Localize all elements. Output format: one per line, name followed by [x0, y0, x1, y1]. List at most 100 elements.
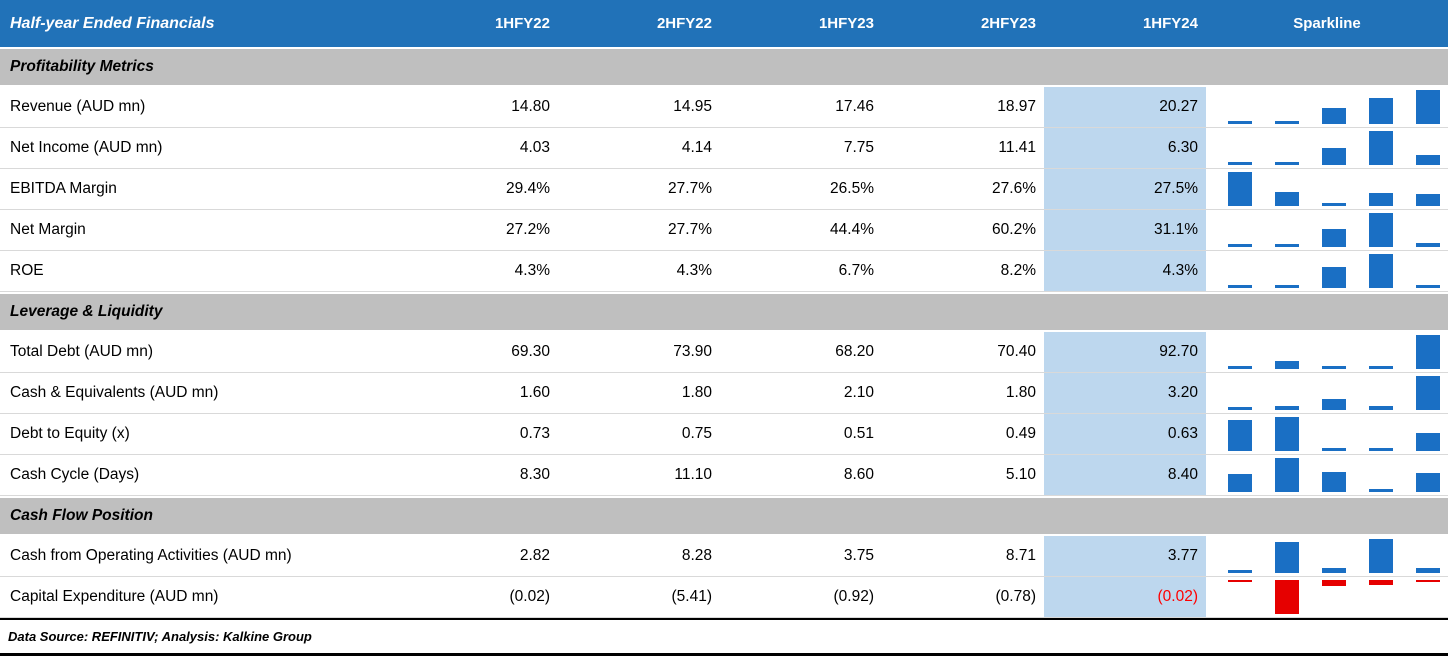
- value-1hfy23: 6.7%: [838, 262, 874, 279]
- sparkline-bars: [1228, 213, 1440, 247]
- value-2hfy23: (0.78): [995, 588, 1037, 605]
- sparkline-bar: [1369, 489, 1393, 492]
- sparkline-bar: [1275, 244, 1299, 247]
- sparkline-bar: [1228, 407, 1252, 410]
- value-2hfy22: 27.7%: [668, 221, 712, 238]
- sparkline-bar: [1369, 405, 1393, 410]
- sparkline-bars: [1228, 172, 1440, 206]
- sparkline-bar: [1369, 580, 1393, 585]
- sparkline-bar: [1228, 570, 1252, 573]
- sparkline-bar: [1416, 335, 1440, 369]
- value-2hfy23: 1.80: [1005, 384, 1036, 401]
- value-1hfy23: 17.46: [835, 98, 874, 115]
- sparkline: [1206, 577, 1448, 617]
- value-1hfy23: 2.10: [843, 384, 874, 401]
- metric-label: Cash & Equivalents (AUD mn): [10, 384, 219, 401]
- value-1hfy24: 3.20: [1044, 373, 1206, 413]
- value-1hfy24: 0.63: [1044, 414, 1206, 454]
- value-1hfy23: 7.75: [843, 139, 874, 156]
- metric-label: Cash from Operating Activities (AUD mn): [10, 547, 292, 564]
- col-header-1hfy22: 1HFY22: [494, 15, 550, 32]
- sparkline: [1206, 128, 1448, 168]
- sparkline-bar: [1322, 229, 1346, 247]
- sparkline-bar: [1322, 107, 1346, 124]
- sparkline-bar: [1228, 285, 1252, 288]
- sparkline-bars: [1228, 90, 1440, 124]
- metric-label: Capital Expenditure (AUD mn): [10, 588, 219, 605]
- value-1hfy22: 27.2%: [506, 221, 550, 238]
- value-2hfy22: 4.3%: [676, 262, 712, 279]
- table-row-cash-cycle-days: Cash Cycle (Days) 8.30 11.10 8.60 5.10 8.40: [0, 455, 1448, 496]
- value-2hfy22: 8.28: [681, 547, 712, 564]
- col-header-2hfy22: 2HFY22: [656, 15, 712, 32]
- sparkline-bar: [1416, 432, 1440, 451]
- sparkline-bar: [1275, 580, 1299, 614]
- sparkline: [1206, 251, 1448, 291]
- value-1hfy22: 4.3%: [514, 262, 550, 279]
- sparkline-bar: [1228, 121, 1252, 124]
- value-1hfy24: 20.27: [1044, 87, 1206, 127]
- section-title: Leverage & Liquidity: [10, 303, 163, 320]
- sparkline: [1206, 332, 1448, 372]
- sparkline-bar: [1416, 567, 1440, 573]
- sparkline-bar: [1275, 285, 1299, 288]
- metric-label: Revenue (AUD mn): [10, 98, 146, 115]
- table-row-roe: ROE 4.3% 4.3% 6.7% 8.2% 4.3%: [0, 251, 1448, 292]
- value-2hfy22: 1.80: [681, 384, 712, 401]
- value-1hfy23: 68.20: [835, 343, 874, 360]
- value-1hfy24: 8.40: [1044, 455, 1206, 495]
- sparkline-bar: [1275, 361, 1299, 369]
- metric-label: Debt to Equity (x): [10, 425, 130, 442]
- sparkline-bar: [1416, 473, 1440, 492]
- sparkline-bar: [1322, 567, 1346, 573]
- value-2hfy22: 4.14: [681, 139, 712, 156]
- value-1hfy22: 8.30: [519, 466, 550, 483]
- sparkline-bars: [1228, 417, 1440, 451]
- section-header-leverage-liquidity: Leverage & Liquidity: [0, 292, 1448, 332]
- sparkline-bar: [1369, 213, 1393, 247]
- sparkline-bar: [1275, 191, 1299, 206]
- metric-label: Cash Cycle (Days): [10, 466, 140, 483]
- sparkline-bar: [1275, 162, 1299, 165]
- sparkline-bar: [1228, 419, 1252, 451]
- sparkline-bar: [1369, 254, 1393, 288]
- sparkline-bar: [1275, 121, 1299, 124]
- value-2hfy22: 11.10: [674, 466, 712, 483]
- value-2hfy22: 0.75: [681, 425, 712, 442]
- table-row-cash-equivalents-aud-mn: Cash & Equivalents (AUD mn) 1.60 1.80 2.10 1…: [0, 373, 1448, 414]
- sparkline-bar: [1416, 90, 1440, 124]
- section-header-cash-flow-position: Cash Flow Position: [0, 496, 1448, 536]
- sparkline-bars: [1228, 458, 1440, 492]
- section-header-profitability-metrics: Profitability Metrics: [0, 47, 1448, 87]
- sparkline-bar: [1228, 366, 1252, 369]
- sparkline: [1206, 87, 1448, 127]
- table-row-cash-from-operating-activities-aud-mn: Cash from Operating Activities (AUD mn) 2…: [0, 536, 1448, 577]
- sparkline-bars: [1228, 131, 1440, 165]
- sparkline-bar: [1369, 539, 1393, 573]
- section-title: Cash Flow Position: [10, 507, 153, 524]
- sparkline-bar: [1369, 365, 1393, 369]
- sparkline-bar: [1228, 172, 1252, 206]
- value-2hfy23: 8.2%: [1000, 262, 1036, 279]
- value-1hfy22: 4.03: [519, 139, 550, 156]
- value-1hfy22: 1.60: [519, 384, 550, 401]
- sparkline-bar: [1322, 580, 1346, 586]
- sparkline-bar: [1275, 417, 1299, 451]
- value-2hfy23: 60.2%: [992, 221, 1036, 238]
- value-1hfy24: 4.3%: [1044, 251, 1206, 291]
- sparkline: [1206, 414, 1448, 454]
- sparkline-bar: [1416, 376, 1440, 410]
- sparkline: [1206, 169, 1448, 209]
- sparkline-bars: [1228, 335, 1440, 369]
- sparkline-bar: [1228, 473, 1252, 492]
- section-title: Profitability Metrics: [10, 58, 154, 75]
- value-1hfy23: 3.75: [843, 547, 874, 564]
- value-2hfy22: 73.90: [673, 343, 712, 360]
- value-1hfy23: (0.92): [833, 588, 875, 605]
- sparkline-bar: [1369, 131, 1393, 165]
- value-1hfy22: 2.82: [519, 547, 550, 564]
- sparkline-bar: [1228, 580, 1252, 582]
- sparkline-bar: [1322, 366, 1346, 369]
- sparkline-bars: [1228, 254, 1440, 288]
- sparkline-bar: [1416, 580, 1440, 582]
